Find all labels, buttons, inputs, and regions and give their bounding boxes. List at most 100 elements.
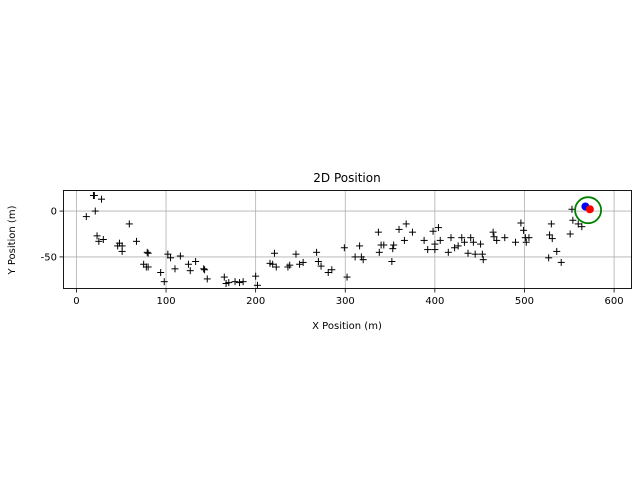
data-point-plus: [431, 246, 439, 254]
data-point-plus: [351, 253, 359, 261]
uncertainty-circle: [574, 196, 602, 225]
data-point-plus: [553, 247, 561, 255]
plot-area: [82, 192, 602, 289]
data-point-plus: [447, 234, 455, 242]
data-point-plus: [132, 237, 140, 245]
data-point-plus: [99, 236, 107, 243]
data-point-plus: [292, 250, 300, 258]
data-point-plus: [270, 249, 278, 257]
data-point-plus: [203, 275, 211, 283]
data-point-plus: [569, 216, 577, 224]
data-point-plus: [236, 279, 244, 287]
data-point-plus: [225, 279, 233, 287]
data-point-plus: [98, 195, 106, 203]
data-point-plus: [525, 234, 533, 242]
tick-layer: 0 100 200 300 400 500 600 0 -50: [41, 207, 624, 307]
data-point-plus: [272, 263, 280, 271]
data-point-plus: [125, 220, 133, 228]
data-point-plus: [82, 213, 90, 221]
data-point-plus: [324, 269, 332, 276]
data-point-plus: [201, 266, 209, 274]
x-tick-label: 400: [425, 296, 444, 307]
data-point-plus: [548, 235, 556, 243]
x-axis-label: X Position (m): [312, 321, 382, 332]
data-point-plus: [171, 265, 179, 273]
data-point-plus: [160, 278, 168, 286]
data-point-plus: [286, 261, 294, 269]
data-point-plus: [328, 266, 336, 274]
data-point-plus: [424, 246, 432, 254]
data-point-plus: [317, 262, 325, 270]
data-point-plus: [380, 241, 388, 249]
data-point-plus: [574, 220, 582, 228]
data-point-plus: [231, 278, 239, 286]
y-tick-label: -50: [41, 252, 57, 263]
true-point-red: [585, 205, 594, 214]
data-point-plus: [340, 244, 348, 252]
data-point-plus: [314, 258, 322, 265]
data-point-plus: [490, 233, 498, 241]
axes-frame: [63, 190, 632, 289]
data-point-plus: [520, 226, 528, 234]
data-point-plus: [176, 252, 184, 260]
data-point-plus: [269, 260, 277, 268]
data-point-plus: [402, 220, 410, 228]
data-point-plus: [118, 247, 126, 255]
chart-title: 2D Position: [313, 171, 380, 185]
data-point-plus: [501, 234, 509, 242]
data-point-plus: [578, 223, 586, 231]
grid-layer: [63, 190, 632, 289]
data-point-plus: [395, 225, 403, 233]
x-tick-label: 100: [157, 296, 176, 307]
data-point-plus: [313, 248, 321, 256]
data-point-plus: [547, 220, 555, 228]
data-point-plus: [512, 238, 520, 246]
data-point-plus: [464, 249, 472, 257]
data-point-plus: [566, 230, 574, 238]
data-point-plus: [436, 236, 444, 244]
data-point-plus: [167, 254, 175, 262]
data-point-plus: [471, 250, 479, 258]
data-point-plus: [220, 273, 228, 281]
x-tick-label: 200: [246, 296, 265, 307]
data-point-plus: [252, 272, 260, 280]
data-point-plus: [477, 240, 485, 248]
data-point-plus: [517, 219, 525, 227]
data-point-plus: [545, 254, 553, 262]
data-point-plus: [91, 207, 99, 215]
data-point-plus: [253, 281, 261, 289]
data-point-plus: [389, 245, 397, 253]
data-point-plus: [458, 234, 466, 242]
data-point-plus: [493, 236, 501, 244]
data-point-plus: [400, 236, 408, 244]
y-tick-label: 0: [51, 207, 57, 218]
data-point-plus: [454, 242, 462, 250]
x-tick-label: 300: [336, 296, 355, 307]
data-point-plus: [343, 273, 351, 281]
data-point-plus: [479, 256, 487, 264]
x-tick-label: 0: [73, 296, 79, 307]
data-point-plus: [200, 265, 208, 273]
data-point-plus: [444, 248, 452, 256]
data-point-plus: [359, 256, 367, 264]
data-point-plus: [451, 244, 459, 252]
data-point-plus: [95, 237, 103, 245]
data-point-plus: [356, 242, 364, 250]
data-point-plus: [390, 241, 398, 249]
data-point-plus: [467, 234, 475, 242]
data-point-plus: [420, 236, 428, 244]
data-point-plus: [164, 250, 172, 258]
y-axis-label: Y Position (m): [7, 205, 18, 275]
data-point-plus: [144, 249, 152, 257]
data-point-plus: [546, 231, 554, 239]
data-point-plus: [374, 228, 382, 236]
data-point-plus: [460, 238, 468, 246]
data-point-plus: [93, 232, 101, 240]
data-point-plus: [478, 250, 486, 258]
data-point-plus: [186, 267, 194, 275]
data-point-plus: [489, 228, 497, 236]
data-point-plus: [522, 238, 530, 246]
data-point-plus: [157, 269, 165, 276]
data-point-plus: [143, 248, 151, 256]
